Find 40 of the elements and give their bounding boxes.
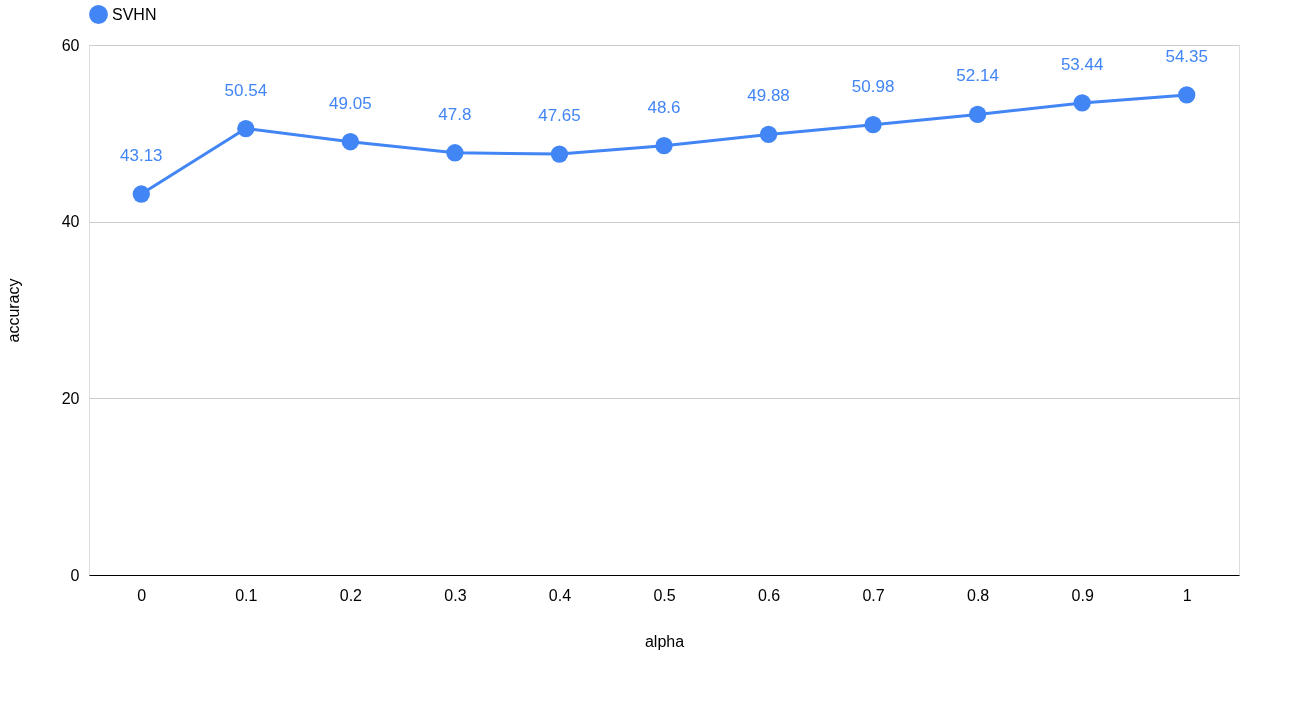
y-tick-label: 20 <box>61 389 80 407</box>
x-tick-label: 0.8 <box>967 586 990 604</box>
x-tick-label: 0.1 <box>235 586 258 604</box>
data-label: 49.05 <box>329 93 372 113</box>
point <box>132 185 150 203</box>
x-tick-label: 0.5 <box>653 586 676 604</box>
point <box>1073 94 1091 112</box>
data-label: 43.13 <box>120 146 163 166</box>
x-tick-label: 0.9 <box>1071 586 1094 604</box>
data-label: 52.14 <box>956 66 999 86</box>
x-tick-label: 1 <box>1182 586 1192 604</box>
point <box>446 144 464 162</box>
x-tick-label: 0.2 <box>339 586 363 604</box>
y-tick-label: 60 <box>61 36 80 54</box>
x-tick-label: 0.4 <box>548 586 572 604</box>
x-tick-label: 0.3 <box>444 586 467 604</box>
point <box>968 105 987 124</box>
y-tick-label: 40 <box>61 213 80 231</box>
data-label: 53.44 <box>1060 54 1104 74</box>
point <box>864 116 882 134</box>
x-tick-label: 0.6 <box>757 586 781 604</box>
data-label: 54.35 <box>1165 46 1208 66</box>
point <box>1178 86 1196 104</box>
data-label: 47.8 <box>438 104 472 124</box>
x-tick-label: 0 <box>137 586 147 604</box>
y-tick-label: 0 <box>70 566 80 584</box>
point <box>550 145 569 163</box>
point <box>341 133 360 151</box>
data-label: 49.88 <box>747 86 790 106</box>
point <box>655 137 673 155</box>
y-axis-title: accuracy <box>4 278 22 343</box>
x-axis-title: alpha <box>644 632 685 650</box>
data-label: 50.98 <box>851 76 895 96</box>
point <box>237 119 255 138</box>
x-tick-label: 0.7 <box>862 586 885 604</box>
data-label: 50.54 <box>224 80 268 100</box>
point <box>759 125 778 144</box>
legend-label: SVHN <box>112 5 157 23</box>
data-label: 47.65 <box>538 106 581 126</box>
data-label: 48.6 <box>647 97 681 117</box>
